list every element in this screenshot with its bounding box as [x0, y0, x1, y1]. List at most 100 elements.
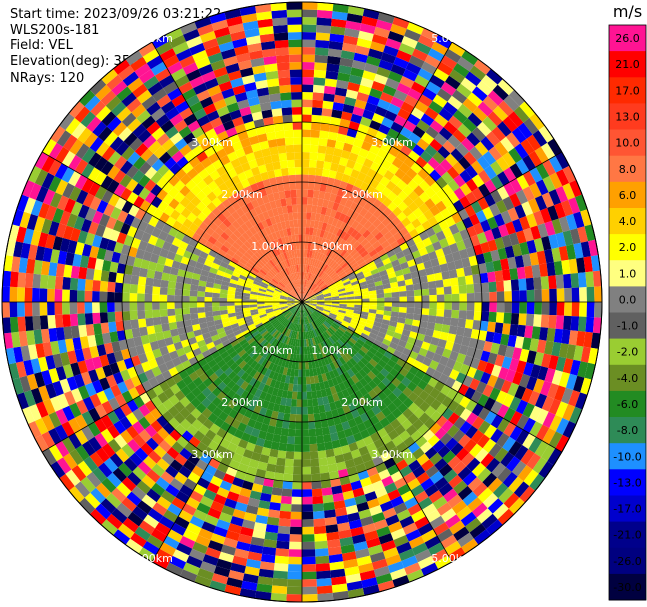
velocity-cell [296, 331, 299, 340]
velocity-cell [503, 407, 516, 422]
velocity-cell [91, 379, 104, 394]
velocity-cell [441, 171, 454, 184]
velocity-cell [314, 360, 320, 368]
velocity-cell [373, 519, 388, 531]
velocity-cell [503, 95, 520, 112]
velocity-cell [393, 502, 408, 515]
velocity-cell [508, 440, 523, 457]
velocity-cell [309, 159, 317, 168]
velocity-cell [169, 34, 187, 49]
velocity-cell [265, 324, 273, 331]
velocity-cell [478, 330, 488, 341]
velocity-cell [256, 11, 273, 21]
velocity-cell [417, 522, 434, 536]
velocity-cell [350, 425, 360, 435]
velocity-cell [317, 317, 325, 324]
velocity-cell [386, 267, 395, 275]
velocity-cell [131, 327, 141, 338]
velocity-cell [402, 69, 418, 82]
velocity-cell [168, 417, 180, 430]
velocity-cell [502, 269, 511, 281]
velocity-cell [147, 261, 158, 271]
velocity-cell [42, 341, 53, 357]
velocity-cell [493, 377, 506, 391]
velocity-cell [432, 241, 442, 251]
velocity-cell [315, 344, 321, 352]
velocity-cell [84, 313, 94, 325]
velocity-cell [411, 48, 428, 62]
velocity-cell [453, 526, 470, 541]
velocity-cell [369, 305, 377, 310]
velocity-cell [594, 302, 602, 318]
velocity-cell [242, 399, 251, 409]
velocity-cell [71, 465, 87, 482]
velocity-cell [324, 153, 334, 163]
velocity-cell [515, 189, 529, 205]
velocity-cell [302, 287, 305, 295]
velocity-cell [174, 308, 183, 316]
velocity-cell [296, 264, 299, 273]
velocity-cell [396, 441, 408, 453]
velocity-cell [434, 427, 447, 440]
velocity-cell [248, 435, 258, 445]
velocity-cell [326, 63, 340, 73]
velocity-cell [396, 413, 408, 425]
velocity-cell [188, 436, 201, 448]
velocity-cell [323, 434, 332, 443]
velocity-cell [126, 165, 139, 179]
velocity-cell [353, 310, 362, 315]
velocity-cell [477, 121, 492, 137]
velocity-cell [295, 242, 300, 250]
velocity-cell [360, 429, 371, 439]
velocity-cell [220, 244, 230, 253]
velocity-cell [372, 325, 381, 332]
velocity-cell [209, 580, 227, 592]
velocity-cell [332, 263, 340, 271]
velocity-cell [257, 297, 265, 300]
velocity-cell [477, 393, 490, 407]
velocity-cell [380, 355, 391, 364]
velocity-cell [502, 196, 515, 211]
velocity-cell [263, 332, 271, 340]
velocity-cell [112, 121, 127, 137]
velocity-cell [209, 169, 221, 181]
velocity-cell [498, 487, 514, 504]
velocity-cell [251, 483, 263, 493]
velocity-cell [531, 264, 541, 278]
velocity-cell [349, 357, 358, 367]
velocity-cell [316, 585, 333, 595]
velocity-cell [528, 437, 543, 454]
velocity-cell [360, 284, 368, 290]
velocity-cell [390, 281, 399, 288]
velocity-cell [368, 380, 378, 390]
velocity-cell [309, 300, 317, 302]
velocity-cell [267, 209, 275, 218]
velocity-cell [409, 264, 418, 273]
velocity-cell [249, 299, 258, 302]
velocity-cell [221, 339, 231, 347]
velocity-cell [309, 338, 314, 346]
velocity-cell [533, 351, 545, 367]
velocity-cell [547, 448, 562, 466]
velocity-cell [125, 255, 136, 267]
velocity-cell [234, 305, 243, 310]
velocity-cell [249, 103, 262, 114]
velocity-cell [367, 195, 377, 205]
velocity-cell [302, 212, 307, 220]
velocity-cell [312, 92, 324, 101]
velocity-cell [288, 549, 302, 557]
velocity-cell [231, 141, 243, 152]
velocity-cell [107, 311, 116, 323]
velocity-cell [400, 261, 409, 270]
velocity-cell [223, 354, 233, 364]
velocity-cell [278, 442, 288, 452]
velocity-cell [498, 224, 509, 238]
velocity-cell [271, 267, 279, 275]
velocity-cell [302, 114, 312, 123]
velocity-cell [155, 548, 173, 563]
velocity-cell [358, 508, 372, 520]
velocity-cell [308, 304, 316, 309]
velocity-cell [234, 445, 246, 456]
velocity-cell [264, 368, 272, 378]
velocity-cell [392, 196, 403, 207]
